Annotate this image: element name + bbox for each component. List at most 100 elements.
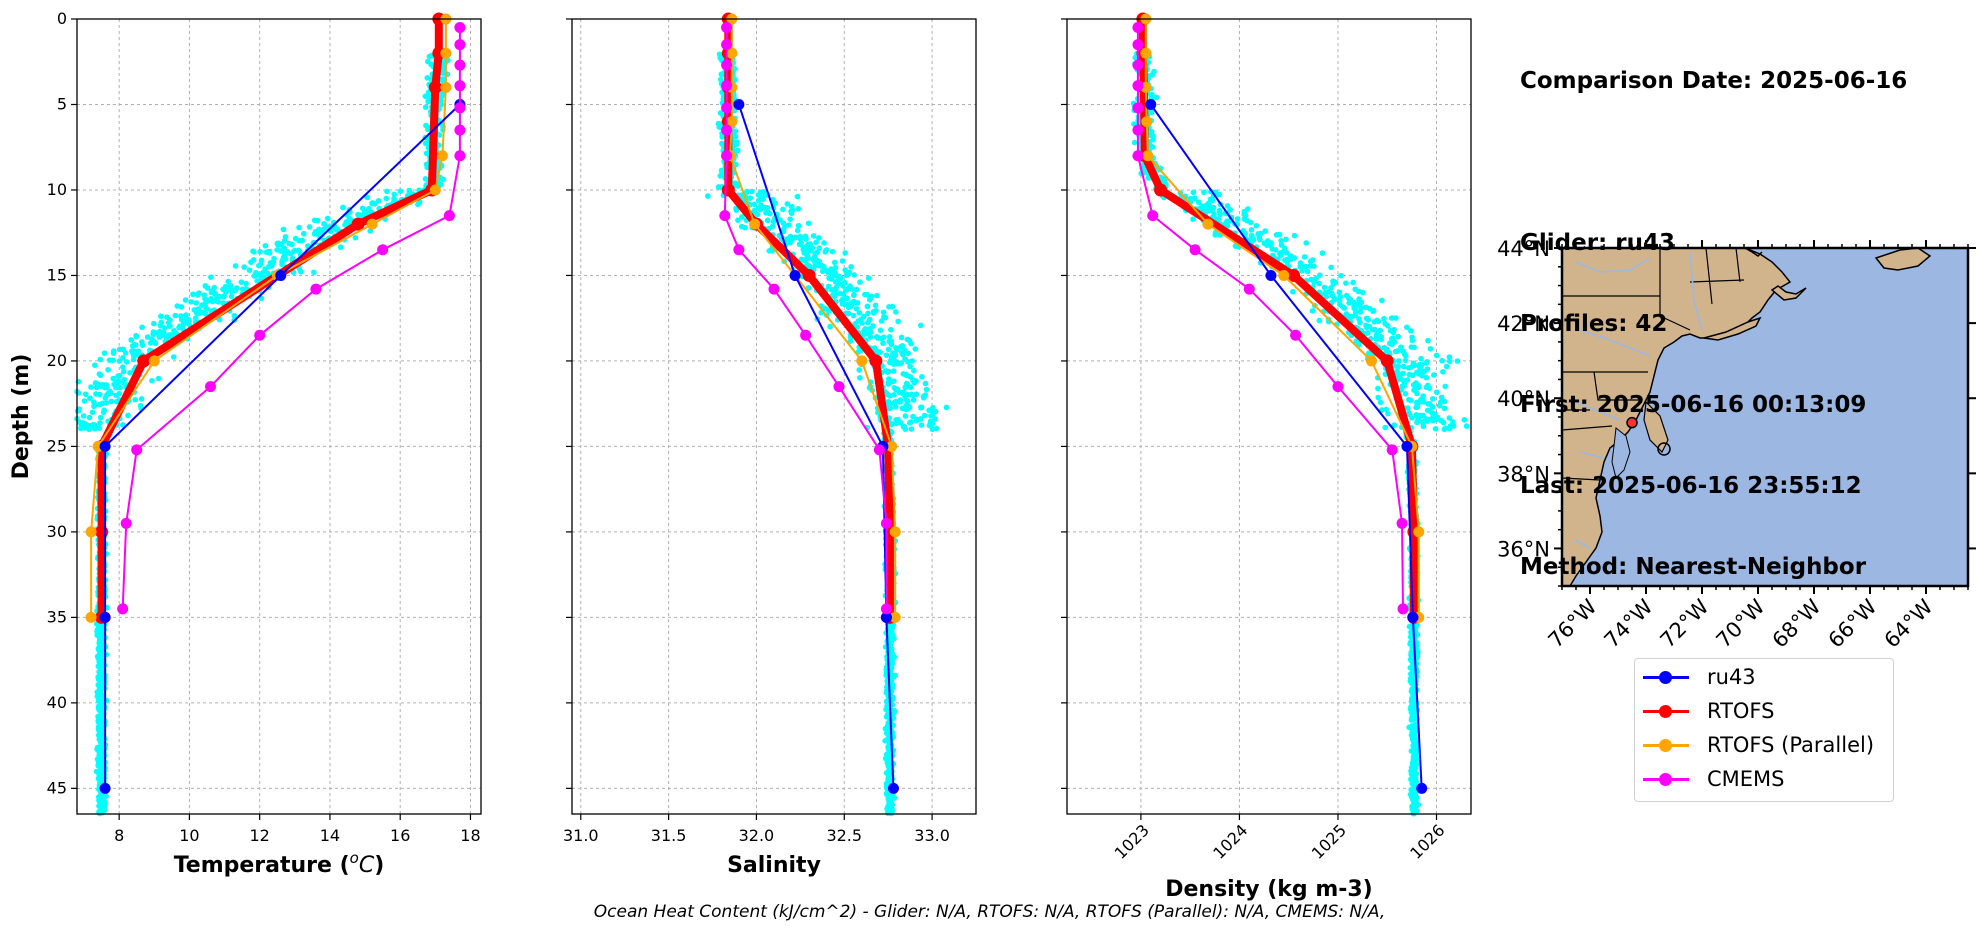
observation-point xyxy=(114,384,121,390)
observation-point xyxy=(150,320,157,327)
observation-point xyxy=(132,396,139,403)
observation-point xyxy=(97,754,103,761)
observation-point xyxy=(139,342,146,348)
observation-point xyxy=(1302,263,1309,270)
observation-point xyxy=(1413,739,1419,745)
observation-point xyxy=(908,426,915,432)
data-point xyxy=(377,244,389,256)
observation-point xyxy=(1407,656,1414,663)
data-point xyxy=(1202,218,1214,230)
observation-point xyxy=(155,375,162,382)
observation-point xyxy=(1149,144,1156,150)
observation-point xyxy=(1410,753,1417,760)
observation-point xyxy=(171,328,177,334)
observation-point xyxy=(202,283,209,289)
observation-point xyxy=(280,226,287,233)
observation-point xyxy=(95,681,102,688)
map-rivers xyxy=(1569,251,1703,549)
series-line xyxy=(121,27,461,609)
observation-point xyxy=(1441,426,1448,433)
data-point xyxy=(880,517,892,529)
observation-point xyxy=(1321,284,1328,291)
data-point xyxy=(721,59,733,71)
data-point xyxy=(721,124,733,136)
observation-point xyxy=(903,371,909,378)
data-point xyxy=(1140,47,1152,59)
observation-point xyxy=(203,306,210,312)
observation-point xyxy=(1287,253,1294,259)
observation-point xyxy=(1399,383,1406,389)
observation-point xyxy=(1414,808,1420,814)
observation-point xyxy=(139,324,145,331)
data-point xyxy=(768,283,780,295)
observation-point xyxy=(1425,401,1432,407)
observation-point xyxy=(1423,374,1430,381)
data-point xyxy=(131,444,143,456)
observation-point xyxy=(913,391,920,398)
observation-point xyxy=(158,319,165,326)
observation-point xyxy=(255,271,262,278)
observation-point xyxy=(1415,384,1422,391)
observation-point xyxy=(749,188,755,195)
data-point xyxy=(1265,269,1277,281)
observation-point xyxy=(918,422,925,428)
observation-point xyxy=(719,134,726,140)
observation-point xyxy=(158,313,164,320)
x-tick-label: 33.0 xyxy=(914,826,950,845)
legend-marker xyxy=(1659,739,1672,752)
observation-point xyxy=(865,275,872,281)
observation-point xyxy=(1405,365,1412,371)
observation-point xyxy=(103,382,110,388)
y-tick-label: 15 xyxy=(47,265,67,284)
observation-point xyxy=(115,378,122,385)
observation-point xyxy=(927,418,934,425)
legend-item-rtofs: RTOFS xyxy=(1635,697,1893,727)
observation-point xyxy=(932,416,938,422)
observation-point xyxy=(1433,416,1440,423)
observation-point xyxy=(135,348,142,354)
observation-point xyxy=(258,295,265,302)
observation-point xyxy=(832,264,839,271)
observation-point xyxy=(238,279,245,285)
observation-point xyxy=(1429,395,1436,402)
observation-point xyxy=(113,392,119,399)
observation-point xyxy=(883,352,890,358)
observation-point xyxy=(255,262,262,269)
observation-point xyxy=(887,641,893,648)
observation-point xyxy=(887,634,893,640)
observation-point xyxy=(844,295,850,302)
map-long-island xyxy=(1703,316,1762,341)
data-point xyxy=(721,80,733,92)
observation-point xyxy=(797,236,804,242)
observation-point xyxy=(1276,231,1283,238)
data-point xyxy=(1332,381,1344,393)
observation-point xyxy=(1441,405,1448,412)
observation-point xyxy=(364,194,371,201)
observation-point xyxy=(1410,685,1417,692)
observation-point xyxy=(1408,709,1415,716)
observation-point xyxy=(873,334,880,340)
observation-point xyxy=(792,234,799,241)
observation-point xyxy=(1363,304,1369,311)
observation-point xyxy=(355,211,361,218)
observation-point xyxy=(758,202,764,209)
data-point xyxy=(275,269,287,281)
observation-point xyxy=(437,97,444,104)
observation-point xyxy=(814,249,821,255)
first-time: First: 2025-06-16 00:13:09 xyxy=(1520,392,1867,418)
observation-point xyxy=(1442,383,1448,390)
data-point xyxy=(429,184,441,196)
observation-point xyxy=(423,150,430,157)
observation-point xyxy=(922,380,929,387)
observation-point xyxy=(149,377,155,384)
map-lat-label: 44°N xyxy=(1497,237,1550,261)
observation-point xyxy=(1432,425,1439,432)
legend-marker xyxy=(1659,705,1672,718)
observation-point xyxy=(1414,369,1420,376)
observation-point xyxy=(105,390,112,397)
observation-point xyxy=(97,356,104,363)
data-point xyxy=(856,355,868,367)
observation-point xyxy=(872,302,879,309)
observation-point xyxy=(337,244,344,251)
